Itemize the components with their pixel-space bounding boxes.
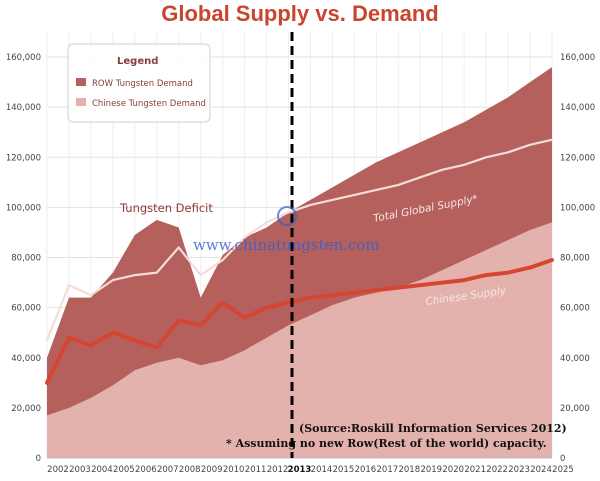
x-tick-label: 2014: [311, 465, 333, 475]
watermark: www.chinatungsten.com: [193, 206, 380, 254]
area-chinese-demand: [47, 222, 552, 458]
line-series: [45, 138, 554, 385]
watermark-logo-icon: [277, 206, 297, 226]
area-series: [47, 67, 552, 458]
x-tick-label: 2006: [135, 465, 157, 475]
x-tick-label: 2023: [508, 465, 530, 475]
x-tick-label: 2005: [113, 465, 135, 475]
x-tick-label: 2020: [442, 465, 464, 475]
line-chinese-supply: [45, 258, 554, 385]
y-tick-label-right: 20,000: [560, 404, 590, 414]
y-tick-label-left: 0: [36, 454, 41, 464]
y-tick-label-left: 40,000: [11, 354, 41, 364]
y-tick-label-right: 0: [560, 454, 565, 464]
y-axis-right: 0 20,000 40,000 60,000 80,000 100,000 120,000 1…: [560, 53, 595, 464]
y-tick-label-right: 80,000: [560, 254, 590, 264]
x-tick-label: 2003: [69, 465, 91, 475]
x-tick-label: 2019: [420, 465, 442, 475]
x-tick-label: 2008: [179, 465, 201, 475]
x-tick-label: 2017: [377, 465, 399, 475]
legend-label-row: ROW Tungsten Demand: [92, 79, 193, 89]
x-tick-label: 2009: [201, 465, 223, 475]
x-tick-label: 2021: [464, 465, 486, 475]
legend-swatch-chinese: [76, 98, 86, 106]
watermark-text: www.chinatungsten.com: [193, 236, 380, 254]
assumption-note: * Assuming no new Row(Rest of the world)…: [226, 437, 547, 450]
annotation-tungsten-deficit: Tungsten Deficit: [119, 201, 213, 215]
y-tick-label-left: 120,000: [6, 153, 41, 163]
line-total-global-supply: [45, 138, 554, 342]
y-tick-label-left: 80,000: [11, 254, 41, 264]
x-axis: 2002 2003 2004 2005 2006 2007 2008 2009 2010 2011…: [47, 457, 574, 475]
legend: Legend ROW Tungsten Demand Chinese Tungs…: [67, 43, 211, 123]
x-tick-label: 2012: [267, 465, 289, 475]
y-tick-label-left: 160,000: [6, 53, 41, 63]
y-tick-label-right: 100,000: [560, 203, 595, 213]
y-tick-label-right: 60,000: [560, 304, 590, 314]
x-tick-label: 2004: [91, 465, 113, 475]
x-tick-label: 2025: [552, 465, 574, 475]
legend-box: [67, 43, 211, 123]
x-tick-label: 2013: [288, 465, 312, 475]
y-tick-label-right: 40,000: [560, 354, 590, 364]
source-note: (Source:Roskill Information Services 201…: [299, 422, 567, 435]
y-tick-label-right: 140,000: [560, 103, 595, 113]
y-tick-label-left: 60,000: [11, 304, 41, 314]
x-tick-label: 2015: [333, 465, 355, 475]
x-tick-label: 2010: [223, 465, 245, 475]
y-tick-label-right: 160,000: [560, 53, 595, 63]
y-tick-label-left: 20,000: [11, 404, 41, 414]
legend-title: Legend: [117, 56, 158, 67]
x-tick-label: 2011: [245, 465, 267, 475]
y-tick-label-left: 140,000: [6, 103, 41, 113]
x-tick-label: 2022: [486, 465, 508, 475]
y-tick-label-right: 120,000: [560, 153, 595, 163]
x-tick-label: 2007: [157, 465, 179, 475]
x-tick-label: 2002: [47, 465, 69, 475]
legend-label-chinese: Chinese Tungsten Demand: [92, 99, 206, 109]
x-tick-label: 2024: [530, 465, 552, 475]
y-tick-label-left: 100,000: [6, 203, 41, 213]
y-axis-left: 0 20,000 40,000 60,000 80,000 100,000 120,000 1…: [6, 53, 41, 464]
x-tick-label: 2018: [398, 465, 420, 475]
x-tick-label: 2016: [355, 465, 377, 475]
legend-swatch-row: [76, 78, 86, 86]
chart-title: Global Supply vs. Demand: [161, 1, 439, 26]
